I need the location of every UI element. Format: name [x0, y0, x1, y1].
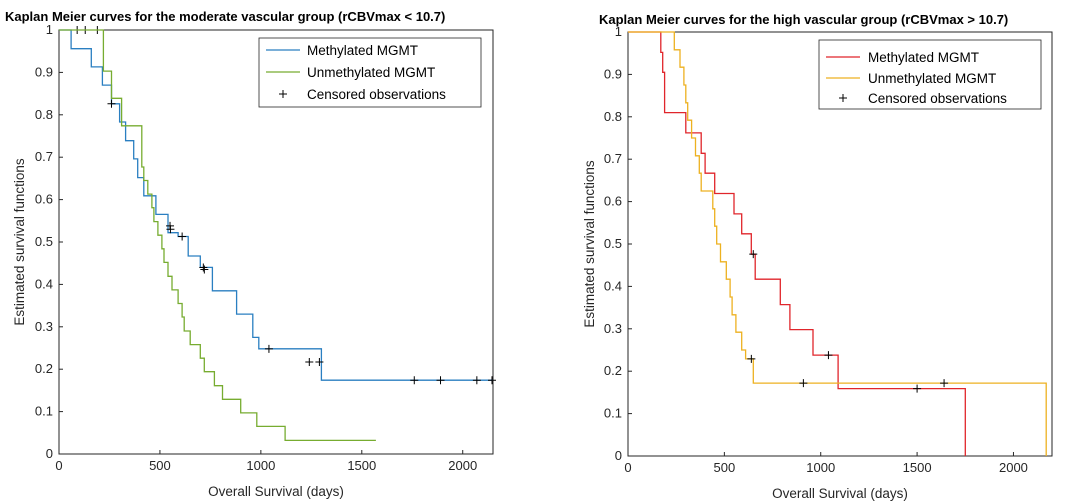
- x-tick-label: 500: [149, 458, 171, 473]
- y-tick-label: 0.6: [35, 192, 53, 207]
- censor-marker: [315, 357, 324, 366]
- y-tick-label: 0.5: [35, 234, 53, 249]
- censor-marker: [264, 344, 273, 353]
- legend-censor-marker: [839, 94, 847, 102]
- y-tick-label: 0.6: [604, 194, 622, 209]
- y-tick-label: 0.3: [604, 321, 622, 336]
- y-tick-label: 0.9: [604, 66, 622, 81]
- chart-title: Kaplan Meier curves for the high vascula…: [599, 12, 1008, 27]
- y-tick-label: 0.9: [35, 64, 53, 79]
- y-tick-label: 0: [46, 446, 53, 461]
- y-tick-label: 0.8: [35, 107, 53, 122]
- y-tick-label: 0.4: [35, 276, 53, 291]
- legend-label-methylated: Methylated MGMT: [868, 50, 979, 65]
- chart-title: Kaplan Meier curves for the moderate vas…: [5, 9, 445, 24]
- x-axis: 0 500 1000 1500 2000: [55, 450, 477, 473]
- survival-curve: [59, 29, 493, 381]
- censor-marker: [107, 99, 116, 108]
- censor-marker: [472, 376, 481, 385]
- y-axis: 0 0.1 0.2 0.3 0.4 0.5 0.6 0.7 0.8 0.9 1: [35, 22, 63, 461]
- x-tick-label: 0: [624, 460, 631, 475]
- legend-box: [818, 39, 1042, 110]
- y-axis-label: Estimated survival functions: [582, 160, 597, 328]
- curves: [628, 31, 1047, 456]
- x-tick-label: 2000: [448, 458, 477, 473]
- y-tick-label: 0.7: [604, 151, 622, 166]
- censor-marker: [913, 384, 922, 393]
- censor-marker: [487, 376, 496, 385]
- x-tick-label: 0: [55, 458, 62, 473]
- x-tick-label: 1000: [806, 460, 835, 475]
- censor-marker: [940, 379, 949, 388]
- curves: [59, 26, 496, 442]
- x-axis-label: Overall Survival (days): [208, 484, 344, 499]
- y-tick-label: 0: [615, 448, 622, 463]
- censor-marker: [749, 250, 758, 259]
- x-tick-label: 1500: [903, 460, 932, 475]
- y-tick-label: 1: [615, 24, 622, 39]
- legend-label-unmethylated: Unmethylated MGMT: [307, 65, 435, 80]
- y-tick-label: 0.3: [35, 319, 53, 334]
- censor-marker: [824, 351, 833, 360]
- legend: Methylated MGMT Unmethylated MGMT Censor…: [258, 37, 482, 108]
- x-axis: 0 500 1000 1500 2000: [624, 452, 1028, 475]
- chart-high-vascular: Kaplan Meier curves for the high vascula…: [582, 12, 1053, 501]
- y-tick-label: 0.2: [604, 363, 622, 378]
- legend-censor-marker: [279, 90, 287, 98]
- y-tick-label: 0.8: [604, 109, 622, 124]
- survival-curve: [59, 29, 376, 442]
- legend-label-methylated: Methylated MGMT: [307, 43, 418, 58]
- y-tick-label: 0.1: [604, 406, 622, 421]
- censor-marker: [305, 357, 314, 366]
- x-tick-label: 500: [714, 460, 736, 475]
- y-axis: 0 0.1 0.2 0.3 0.4 0.5 0.6 0.7 0.8 0.9 1: [604, 24, 632, 463]
- legend-label-censored: Censored observations: [868, 91, 1007, 106]
- survival-curve: [628, 31, 1047, 456]
- y-tick-label: 0.2: [35, 361, 53, 376]
- legend-label-unmethylated: Unmethylated MGMT: [868, 71, 996, 86]
- legend: Methylated MGMT Unmethylated MGMT Censor…: [818, 39, 1042, 110]
- chart-moderate-vascular: Kaplan Meier curves for the moderate vas…: [5, 9, 496, 499]
- survival-curve: [628, 31, 966, 456]
- censor-marker: [747, 354, 756, 363]
- legend-label-censored: Censored observations: [307, 87, 446, 102]
- x-tick-label: 1500: [347, 458, 376, 473]
- x-tick-label: 2000: [999, 460, 1028, 475]
- y-axis-label: Estimated survival functions: [12, 158, 27, 326]
- x-tick-label: 1000: [246, 458, 275, 473]
- censor-marker: [200, 265, 209, 274]
- censor-marker: [166, 225, 175, 234]
- x-axis-label: Overall Survival (days): [772, 486, 908, 501]
- censor-marker: [410, 376, 419, 385]
- censor-marker: [799, 379, 808, 388]
- y-tick-label: 1: [46, 22, 53, 37]
- censor-marker: [199, 263, 208, 272]
- censor-marker: [436, 376, 445, 385]
- y-tick-label: 0.5: [604, 236, 622, 251]
- y-tick-label: 0.4: [604, 278, 622, 293]
- censor-marker: [178, 232, 187, 241]
- y-tick-label: 0.7: [35, 149, 53, 164]
- y-tick-label: 0.1: [35, 404, 53, 419]
